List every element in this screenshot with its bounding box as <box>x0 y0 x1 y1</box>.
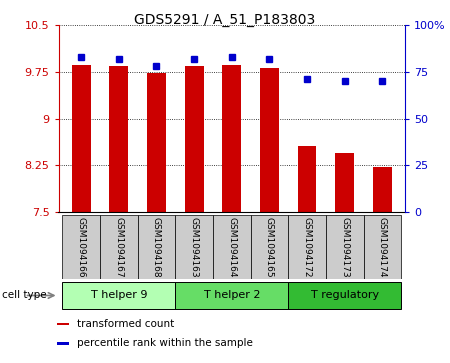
Bar <box>364 215 401 279</box>
Bar <box>62 215 100 279</box>
Bar <box>288 215 326 279</box>
Text: GSM1094167: GSM1094167 <box>114 217 123 277</box>
Bar <box>260 68 279 212</box>
Text: cell type: cell type <box>2 290 47 301</box>
Bar <box>297 146 316 212</box>
Text: GSM1094168: GSM1094168 <box>152 217 161 277</box>
Bar <box>335 153 354 212</box>
Bar <box>251 215 288 279</box>
Bar <box>184 66 203 212</box>
Text: GSM1094174: GSM1094174 <box>378 217 387 277</box>
Text: GDS5291 / A_51_P183803: GDS5291 / A_51_P183803 <box>135 13 315 27</box>
Bar <box>57 342 69 345</box>
Bar <box>62 282 175 309</box>
Bar <box>138 215 175 279</box>
Text: GSM1094172: GSM1094172 <box>302 217 311 277</box>
Text: T regulatory: T regulatory <box>310 290 379 301</box>
Text: GSM1094165: GSM1094165 <box>265 217 274 277</box>
Text: GSM1094166: GSM1094166 <box>76 217 86 277</box>
Bar <box>175 282 288 309</box>
Text: T helper 9: T helper 9 <box>90 290 147 301</box>
Bar <box>147 73 166 212</box>
Bar <box>373 167 392 212</box>
Bar <box>175 215 213 279</box>
Text: transformed count: transformed count <box>76 319 174 329</box>
Bar <box>326 215 364 279</box>
Bar <box>213 215 251 279</box>
Bar <box>72 65 90 212</box>
Text: T helper 2: T helper 2 <box>203 290 260 301</box>
Bar <box>57 323 69 325</box>
Bar <box>288 282 401 309</box>
Bar <box>222 65 241 212</box>
Text: GSM1094173: GSM1094173 <box>340 217 349 277</box>
Text: percentile rank within the sample: percentile rank within the sample <box>76 338 252 348</box>
Bar <box>100 215 138 279</box>
Text: GSM1094164: GSM1094164 <box>227 217 236 277</box>
Bar <box>109 66 128 212</box>
Text: GSM1094163: GSM1094163 <box>189 217 198 277</box>
